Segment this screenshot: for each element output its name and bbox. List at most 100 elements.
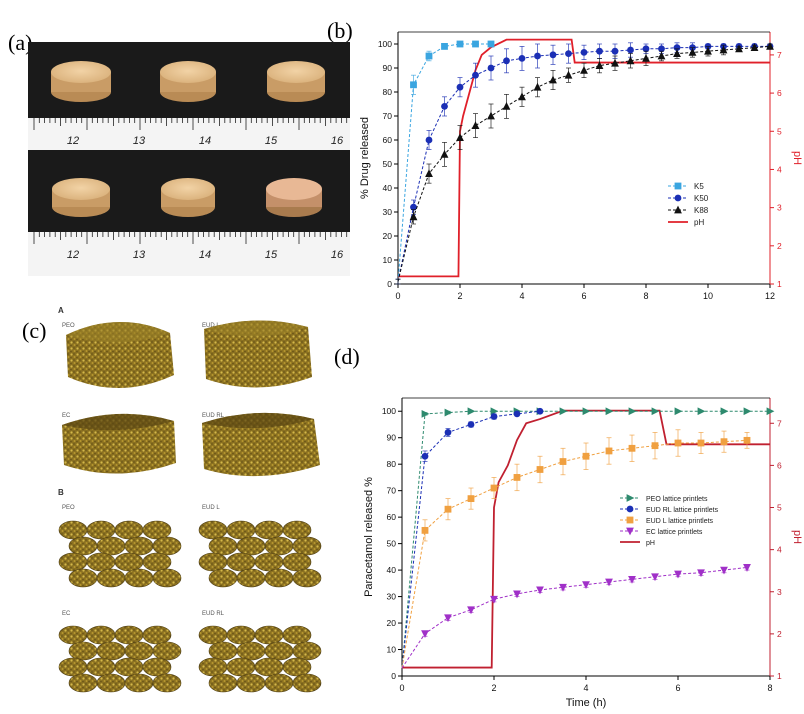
y2-tick-label: 1 — [777, 279, 782, 289]
series-1 — [395, 40, 495, 285]
data-point — [582, 452, 590, 460]
series-line — [401, 410, 541, 669]
data-point — [658, 45, 665, 53]
data-point — [421, 630, 429, 639]
tablet-top-3 — [267, 61, 325, 102]
lattice-strut — [68, 536, 98, 556]
lattice-strut — [142, 625, 172, 645]
lattice-strut — [96, 641, 126, 661]
y-axis-label: Paracetamol released % — [363, 477, 375, 597]
ruler-label: 14 — [199, 135, 211, 147]
data-point — [444, 505, 452, 513]
y2-tick-label: 6 — [777, 460, 782, 470]
legend-label: EC lattice printlets — [646, 529, 703, 536]
data-point — [651, 407, 660, 416]
data-point — [467, 495, 475, 503]
series-line — [397, 45, 770, 282]
tablet-top-2 — [160, 61, 216, 102]
ruler-label: 14 — [199, 249, 211, 261]
legend-label: EUD L lattice printlets — [646, 518, 714, 525]
data-point — [441, 43, 448, 50]
x-tick-label: 2 — [491, 683, 496, 693]
data-point — [628, 407, 637, 416]
solid-tablet-ec — [62, 413, 176, 474]
x-tick-label: 2 — [457, 291, 462, 301]
lattice-strut — [142, 520, 172, 540]
lattice-strut — [68, 641, 98, 661]
legend-item: PEO lattice printlets — [620, 494, 708, 503]
data-point — [582, 581, 590, 590]
data-point — [421, 526, 429, 534]
data-point — [421, 409, 430, 418]
lattice-strut — [264, 536, 294, 556]
lattice-strut — [58, 625, 88, 645]
data-point — [697, 407, 706, 416]
lattice-strut — [198, 520, 228, 540]
y-tick-label: 60 — [383, 135, 393, 145]
x-tick-label: 4 — [519, 291, 524, 301]
x-tick-label: 12 — [765, 291, 775, 301]
data-point — [559, 458, 567, 465]
data-point — [750, 43, 759, 51]
legend-item: EUD RL lattice printlets — [620, 505, 719, 514]
series-line — [397, 45, 771, 282]
chart-b: 02468101201020304050607080901001234567Ti… — [359, 31, 803, 301]
lattice-strut — [264, 673, 294, 693]
lattice-strut — [264, 641, 294, 661]
lattice-tablet — [198, 625, 322, 693]
solid-tablet-eudl — [204, 320, 312, 388]
x-tick-label: 0 — [395, 291, 400, 301]
lattice-strut — [124, 641, 154, 661]
legend-marker — [626, 527, 634, 536]
legend-marker — [674, 205, 682, 214]
ruler-label: 16 — [331, 135, 344, 147]
x-tick-label: 6 — [581, 291, 586, 301]
data-point — [444, 614, 452, 623]
lattice-strut — [152, 673, 182, 693]
y-tick-label: 50 — [387, 539, 397, 549]
x-tick-label: 8 — [767, 683, 772, 693]
lattice-strut — [142, 657, 172, 677]
data-point — [559, 407, 568, 416]
y-tick-label: 90 — [387, 433, 397, 443]
lattice-strut — [58, 520, 88, 540]
solid-tablet-eudrl — [202, 412, 320, 477]
data-point — [580, 66, 588, 74]
data-point — [766, 42, 774, 50]
data-point — [536, 407, 544, 415]
legend-label: PEO lattice printlets — [646, 496, 708, 503]
lattice-strut — [236, 673, 266, 693]
data-point — [536, 586, 544, 595]
data-point — [534, 52, 541, 60]
data-point — [626, 56, 635, 65]
lattice-strut — [198, 657, 228, 677]
y2-tick-label: 3 — [777, 587, 782, 597]
ruler-label: 15 — [265, 135, 278, 147]
legend-label: K50 — [694, 194, 709, 203]
lattice-strut — [208, 536, 238, 556]
data-point — [697, 439, 705, 447]
lattice-strut — [152, 641, 182, 661]
lattice-strut — [86, 657, 116, 677]
data-point — [595, 61, 604, 69]
lattice-strut — [282, 657, 312, 677]
data-point — [513, 474, 521, 481]
tablet-top-1 — [51, 61, 111, 102]
legend-item: K50 — [668, 194, 709, 203]
data-point — [564, 70, 573, 79]
data-point — [766, 407, 775, 416]
lattice-strut — [86, 552, 116, 572]
lattice-strut — [254, 552, 284, 572]
y2-tick-label: 2 — [777, 629, 782, 639]
data-point — [720, 438, 728, 446]
data-point — [467, 421, 475, 428]
lattice-strut — [254, 520, 284, 540]
ruler-label: 16 — [331, 249, 344, 261]
lattice-strut — [86, 625, 116, 645]
legend-item: pH — [620, 540, 655, 547]
section-label-a: A — [58, 306, 64, 315]
legend-item: pH — [668, 218, 704, 227]
y-tick-label: 0 — [391, 671, 396, 681]
data-point — [673, 44, 681, 51]
data-point — [467, 407, 476, 416]
